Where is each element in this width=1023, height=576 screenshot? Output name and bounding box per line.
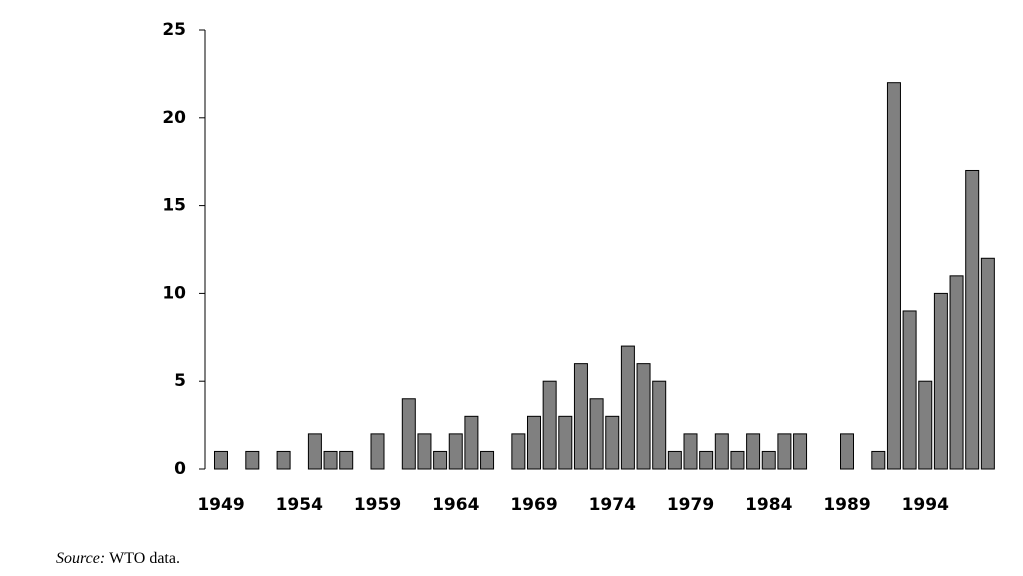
bar xyxy=(933,292,948,470)
bar xyxy=(699,450,714,470)
bar xyxy=(448,433,463,470)
bar xyxy=(871,450,886,470)
bar xyxy=(417,433,432,470)
y-tick-label: 25 xyxy=(162,20,186,40)
bar xyxy=(307,433,322,470)
bar xyxy=(276,450,291,470)
bar xyxy=(527,415,541,470)
bar xyxy=(683,433,698,470)
bar xyxy=(840,433,854,470)
x-tick-label: 1974 xyxy=(589,495,636,515)
bar xyxy=(589,398,604,470)
y-tick-label: 10 xyxy=(162,283,186,303)
bar xyxy=(558,415,573,470)
bar xyxy=(761,450,776,470)
x-tick-label: 1989 xyxy=(823,495,870,515)
bar xyxy=(777,433,792,470)
bar xyxy=(714,433,729,470)
bar xyxy=(652,380,667,470)
bar xyxy=(245,450,260,470)
bar xyxy=(793,433,808,470)
y-tick-label: 15 xyxy=(162,196,186,216)
bar xyxy=(339,450,354,470)
bar xyxy=(620,345,635,470)
y-tick-label: 0 xyxy=(174,459,186,479)
x-tick-label: 1964 xyxy=(432,495,479,515)
x-tick-label: 1959 xyxy=(354,495,401,515)
bar xyxy=(605,415,620,470)
bar xyxy=(214,450,228,470)
bar xyxy=(949,275,964,470)
bar xyxy=(746,433,761,470)
y-tick-label: 20 xyxy=(162,108,186,128)
bar xyxy=(667,450,682,470)
bar xyxy=(965,169,980,470)
bar xyxy=(980,257,995,470)
x-tick-label: 1984 xyxy=(745,495,792,515)
x-tick-label: 1954 xyxy=(276,495,323,515)
bar xyxy=(918,380,933,470)
bar xyxy=(464,415,479,470)
bar xyxy=(433,450,448,470)
bar xyxy=(542,380,557,470)
x-tick-label: 1994 xyxy=(902,495,949,515)
bar xyxy=(480,450,495,470)
y-tick-label: 5 xyxy=(174,371,186,391)
source-text: WTO data. xyxy=(109,550,180,567)
bar xyxy=(573,363,588,470)
source-label: Source: xyxy=(56,550,105,567)
bar xyxy=(636,363,651,470)
x-tick-label: 1969 xyxy=(510,495,557,515)
x-tick-label: 1979 xyxy=(667,495,714,515)
x-tick-label: 1949 xyxy=(197,495,244,515)
bar xyxy=(886,82,901,470)
bar xyxy=(370,433,385,470)
bar xyxy=(730,450,745,470)
bar xyxy=(323,450,338,470)
source: Source: WTO data. xyxy=(56,550,180,567)
bar xyxy=(902,310,917,470)
bar xyxy=(511,433,526,470)
bar xyxy=(401,398,416,470)
